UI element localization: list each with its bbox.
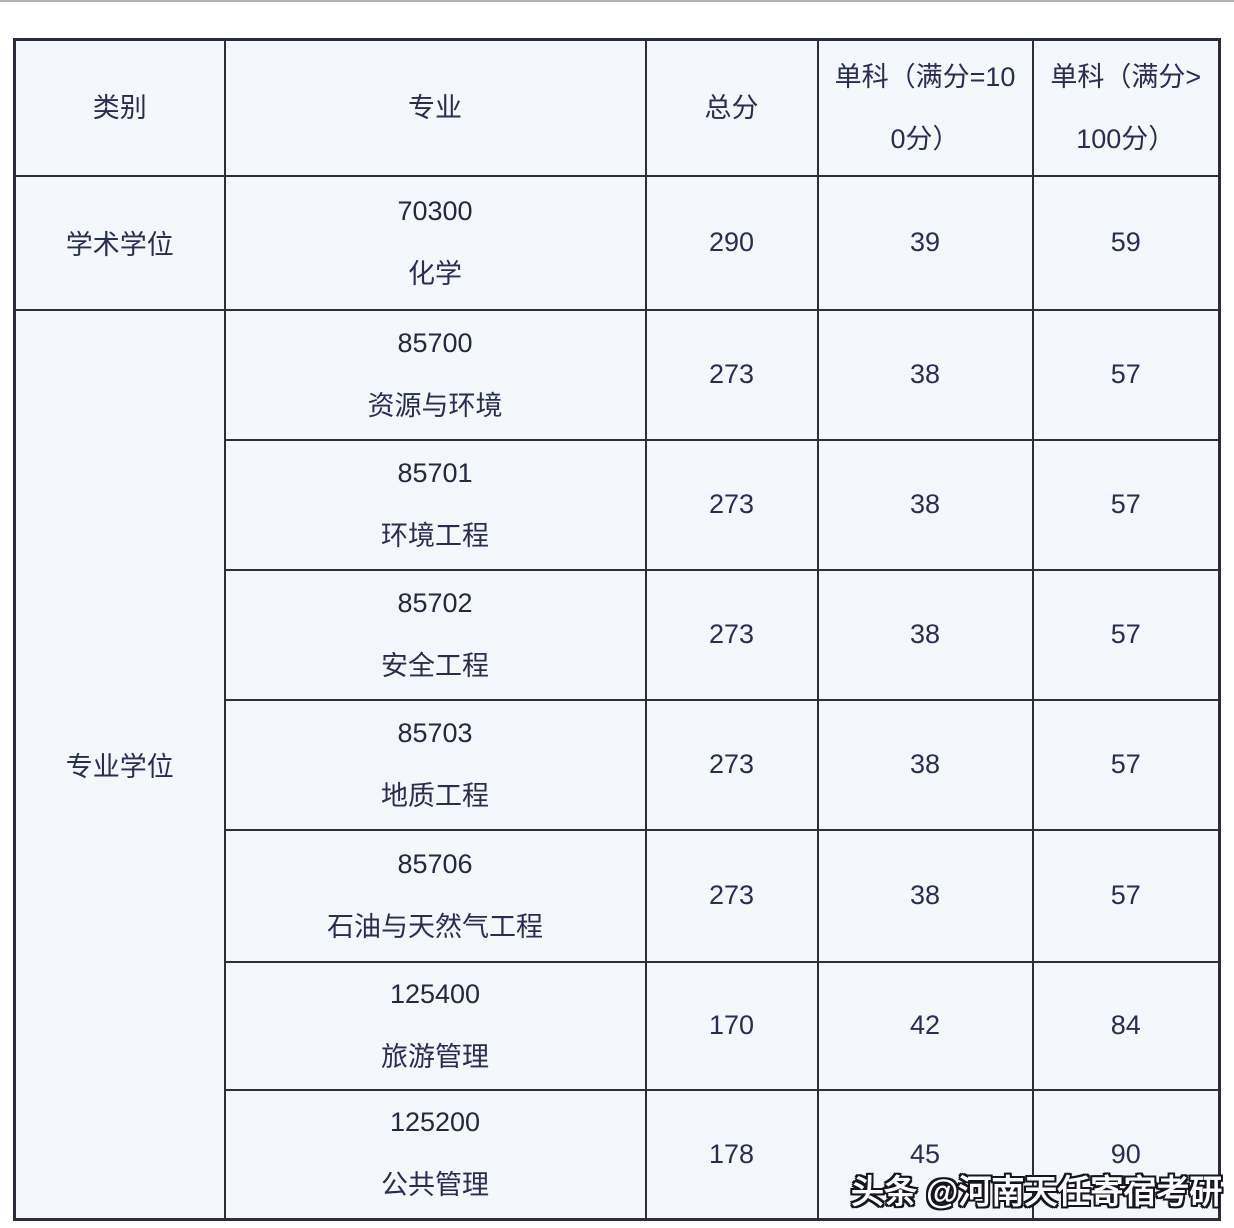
major-code: 125400: [389, 978, 481, 1009]
table-row: 85703 地质工程 273 38 57: [15, 698, 1221, 831]
cell-single-100-score: 38: [816, 308, 1034, 441]
score-table: 类别 专业 总分 单科（满分=10 0分） 单科（满分> 100分） 学术学位 …: [13, 38, 1221, 1221]
table-row: 专业学位 85700 资源与环境 273 38 57: [13, 308, 1221, 1221]
table-row: 85701 环境工程 273 38 57: [15, 438, 1221, 571]
cell-total-score: 273: [644, 438, 819, 571]
table-row: 85706 石油与天然气工程 273 38 57: [15, 828, 1221, 963]
cell-total-score: 290: [644, 174, 819, 311]
cell-single-over-100-score: 57: [1031, 698, 1221, 831]
major-name: 资源与环境: [367, 390, 503, 421]
cell-single-over-100-score: 57: [1031, 438, 1221, 571]
major-name: 石油与天然气工程: [327, 911, 543, 942]
major-name: 安全工程: [381, 650, 489, 681]
major-name: 化学: [408, 258, 462, 289]
header-cell-single-over-100: 单科（满分> 100分）: [1031, 38, 1221, 177]
top-edge-line: [0, 0, 1234, 2]
cell-total-score: 273: [644, 568, 819, 701]
cell-single-100-score: 39: [816, 174, 1034, 311]
header-cell-single-100: 单科（满分=10 0分）: [816, 38, 1034, 177]
cell-category-professional: 专业学位: [13, 308, 226, 1221]
major-code: 85700: [397, 327, 473, 358]
cell-major: 125400 旅游管理: [223, 960, 647, 1091]
cell-major: 85702 安全工程: [223, 568, 647, 701]
cell-major: 85706 石油与天然气工程: [223, 828, 647, 963]
header-cell-major: 专业: [223, 38, 647, 177]
major-code: 85702: [397, 587, 473, 618]
cell-total-score: 273: [644, 308, 819, 441]
cell-single-over-100-score: 90: [1031, 1088, 1221, 1221]
cell-major: 70300 化学: [223, 174, 647, 311]
cell-single-100-score: 45: [816, 1088, 1034, 1221]
cell-total-score: 178: [644, 1088, 819, 1221]
cell-single-100-score: 42: [816, 960, 1034, 1091]
major-name: 环境工程: [381, 520, 489, 551]
cell-single-100-score: 38: [816, 568, 1034, 701]
major-name: 旅游管理: [381, 1041, 489, 1072]
header-cell-total: 总分: [644, 38, 819, 177]
cell-single-over-100-score: 57: [1031, 828, 1221, 963]
table-row: 85702 安全工程 273 38 57: [15, 568, 1221, 701]
cell-total-score: 273: [644, 828, 819, 963]
major-code: 70300: [397, 195, 473, 226]
cell-category-academic: 学术学位: [13, 174, 226, 311]
cell-single-over-100-score: 59: [1031, 174, 1221, 311]
cell-major: 125200 公共管理: [223, 1088, 647, 1221]
header-row: 类别 专业 总分 单科（满分=10 0分） 单科（满分> 100分）: [13, 38, 1221, 177]
cell-major: 85703 地质工程: [223, 698, 647, 831]
cell-major: 85700 资源与环境: [223, 308, 647, 441]
major-name: 地质工程: [381, 780, 489, 811]
major-code: 125200: [389, 1107, 481, 1138]
table-row: 125200 公共管理 178 45 90: [15, 1088, 1221, 1221]
cell-single-over-100-score: 84: [1031, 960, 1221, 1091]
major-name: 公共管理: [381, 1170, 489, 1201]
cell-single-over-100-score: 57: [1031, 308, 1221, 441]
cell-total-score: 273: [644, 698, 819, 831]
table-row: 学术学位 70300 化学 290 39 59: [13, 174, 1221, 311]
cell-total-score: 170: [644, 960, 819, 1091]
header-cell-category: 类别: [13, 38, 226, 177]
cell-single-100-score: 38: [816, 698, 1034, 831]
toutiao-watermark: 头条 @河南天任寄宿考研: [851, 1173, 1223, 1210]
cell-single-100-score: 38: [816, 828, 1034, 963]
major-code: 85706: [397, 848, 473, 879]
table-row: 125400 旅游管理 170 42 84: [15, 960, 1221, 1091]
major-code: 85701: [397, 457, 473, 488]
major-code: 85703: [397, 717, 473, 748]
cell-single-100-score: 38: [816, 438, 1034, 571]
cell-major: 85701 环境工程: [223, 438, 647, 571]
cell-single-over-100-score: 57: [1031, 568, 1221, 701]
